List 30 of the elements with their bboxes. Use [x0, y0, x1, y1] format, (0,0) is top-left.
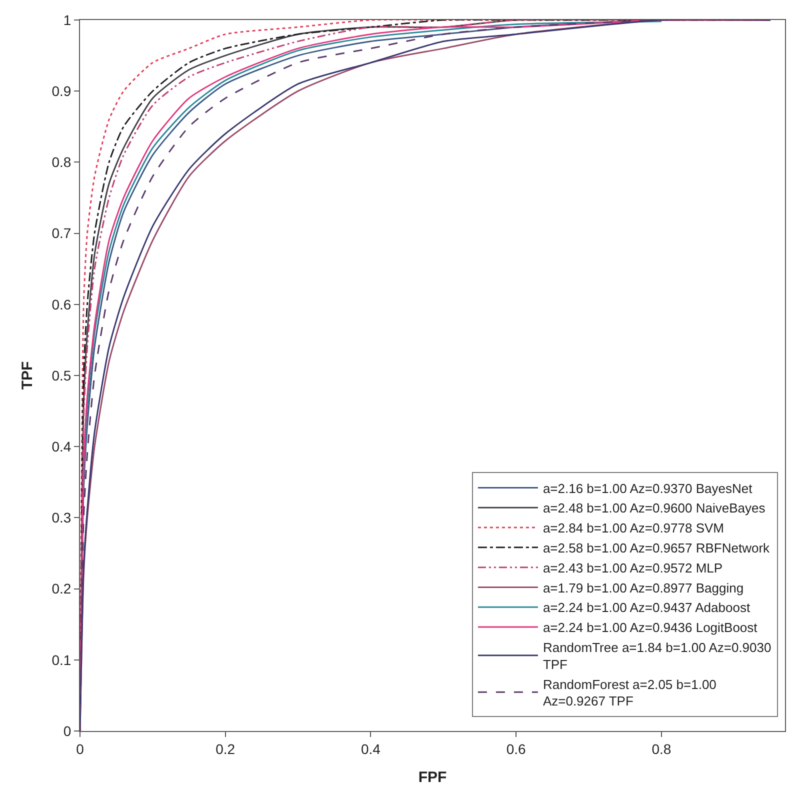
x-tick-label: 0.8 — [652, 740, 672, 757]
y-tick-label: 0.7 — [52, 225, 72, 242]
y-tick-label: 1 — [63, 12, 72, 28]
y-tick-label: 0.9 — [52, 83, 72, 99]
legend-label: a=2.84 b=1.00 Az=0.9778 SVM — [542, 520, 724, 536]
line-series — [80, 20, 772, 731]
legend-label: RandomTree a=1.84 b=1.00 Az=0.9030 TPF — [542, 640, 772, 672]
y-tick-label: 0.3 — [52, 510, 72, 526]
legend-label: a=1.79 b=1.00 Az=0.8977 Bagging — [542, 580, 744, 596]
legend-label: a=2.48 b=1.00 Az=0.9600 NaiveBayes — [542, 500, 766, 516]
legend-label: a=2.58 b=1.00 Az=0.9657 RBFNetwork — [542, 540, 770, 556]
legend-label: a=2.24 b=1.00 Az=0.9437 Adaboost — [542, 600, 750, 616]
x-tick-label: 0.2 — [216, 740, 236, 757]
y-tick-label: 0 — [63, 722, 72, 739]
y-tick-label: 0.2 — [52, 580, 72, 597]
x-tick-label: 0.6 — [506, 740, 526, 757]
y-tick-label: 0.5 — [52, 367, 72, 384]
y-axis-title: TPF — [18, 361, 36, 390]
legend-label: a=2.43 b=1.00 Az=0.9572 MLP — [542, 560, 723, 576]
legend-label: RandomForest a=2.05 b=1.00 Az=0.9267 TPF — [542, 676, 716, 709]
line-series — [82, 20, 662, 476]
x-tick-label: 0 — [76, 740, 84, 757]
legend-label: a=2.24 b=1.00 Az=0.9436 LogitBoost — [542, 620, 758, 636]
y-tick-label: 0.4 — [52, 438, 72, 454]
x-axis-title: FPF — [418, 768, 447, 786]
y-tick-label: 0.6 — [52, 296, 72, 312]
legend-label: a=2.16 b=1.00 Az=0.9370 BayesNet — [542, 480, 753, 496]
y-tick-label: 0.1 — [52, 652, 72, 668]
y-tick-label: 0.8 — [52, 154, 72, 170]
x-tick-label: 0.4 — [360, 740, 381, 757]
